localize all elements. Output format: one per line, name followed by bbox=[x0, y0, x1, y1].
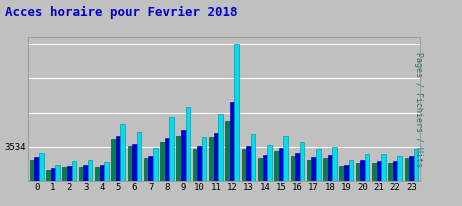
Text: Acces horaire pour Fevrier 2018: Acces horaire pour Fevrier 2018 bbox=[5, 6, 237, 19]
Bar bbox=[95, 166, 100, 181]
Bar bbox=[176, 136, 181, 181]
Bar bbox=[144, 158, 148, 181]
Bar bbox=[132, 144, 137, 181]
Bar bbox=[100, 165, 104, 181]
Bar bbox=[235, 44, 239, 181]
Bar bbox=[389, 163, 393, 181]
Bar bbox=[377, 161, 381, 181]
Bar bbox=[267, 145, 272, 181]
Bar bbox=[213, 133, 218, 181]
Bar bbox=[160, 142, 165, 181]
Bar bbox=[300, 142, 304, 181]
Bar bbox=[307, 159, 311, 181]
Bar bbox=[340, 166, 344, 181]
Bar bbox=[344, 165, 348, 181]
Bar bbox=[218, 114, 223, 181]
Bar bbox=[279, 148, 283, 181]
Bar bbox=[104, 162, 109, 181]
Bar bbox=[311, 157, 316, 181]
Bar bbox=[209, 137, 213, 181]
Bar bbox=[55, 165, 60, 181]
Bar bbox=[202, 137, 207, 181]
Bar bbox=[328, 155, 332, 181]
Bar bbox=[30, 159, 34, 181]
Bar bbox=[246, 146, 251, 181]
Bar bbox=[230, 102, 235, 181]
Bar bbox=[88, 160, 92, 181]
Bar bbox=[128, 146, 132, 181]
Bar bbox=[181, 130, 186, 181]
Bar bbox=[323, 158, 328, 181]
Bar bbox=[274, 151, 279, 181]
Bar bbox=[405, 158, 409, 181]
Bar bbox=[409, 156, 414, 181]
Bar bbox=[137, 132, 141, 181]
Bar bbox=[295, 153, 300, 181]
Bar bbox=[83, 165, 88, 181]
Bar bbox=[316, 149, 321, 181]
Bar bbox=[111, 139, 116, 181]
Bar bbox=[165, 138, 169, 181]
Bar bbox=[225, 121, 230, 181]
Bar bbox=[365, 154, 370, 181]
Bar bbox=[34, 157, 39, 181]
Bar bbox=[258, 158, 262, 181]
Bar bbox=[186, 108, 190, 181]
Bar bbox=[291, 156, 295, 181]
Bar bbox=[46, 170, 51, 181]
Bar bbox=[372, 163, 377, 181]
Bar bbox=[148, 156, 153, 181]
Bar bbox=[169, 117, 174, 181]
Bar bbox=[62, 167, 67, 181]
Bar bbox=[356, 163, 360, 181]
Bar bbox=[121, 124, 125, 181]
Bar bbox=[283, 136, 288, 181]
Bar bbox=[116, 136, 121, 181]
Bar bbox=[332, 147, 337, 181]
Bar bbox=[39, 153, 43, 181]
Bar bbox=[193, 149, 197, 181]
Bar bbox=[397, 156, 402, 181]
Bar bbox=[79, 166, 83, 181]
Y-axis label: Pages / Fichiers / Hits: Pages / Fichiers / Hits bbox=[414, 52, 423, 167]
Bar bbox=[381, 154, 386, 181]
Bar bbox=[348, 160, 353, 181]
Bar bbox=[251, 134, 255, 181]
Bar bbox=[242, 149, 246, 181]
Bar bbox=[414, 149, 418, 181]
Bar bbox=[393, 162, 397, 181]
Bar bbox=[262, 155, 267, 181]
Bar bbox=[51, 169, 55, 181]
Bar bbox=[360, 160, 365, 181]
Bar bbox=[72, 162, 76, 181]
Bar bbox=[197, 146, 202, 181]
Bar bbox=[67, 166, 72, 181]
Bar bbox=[153, 148, 158, 181]
